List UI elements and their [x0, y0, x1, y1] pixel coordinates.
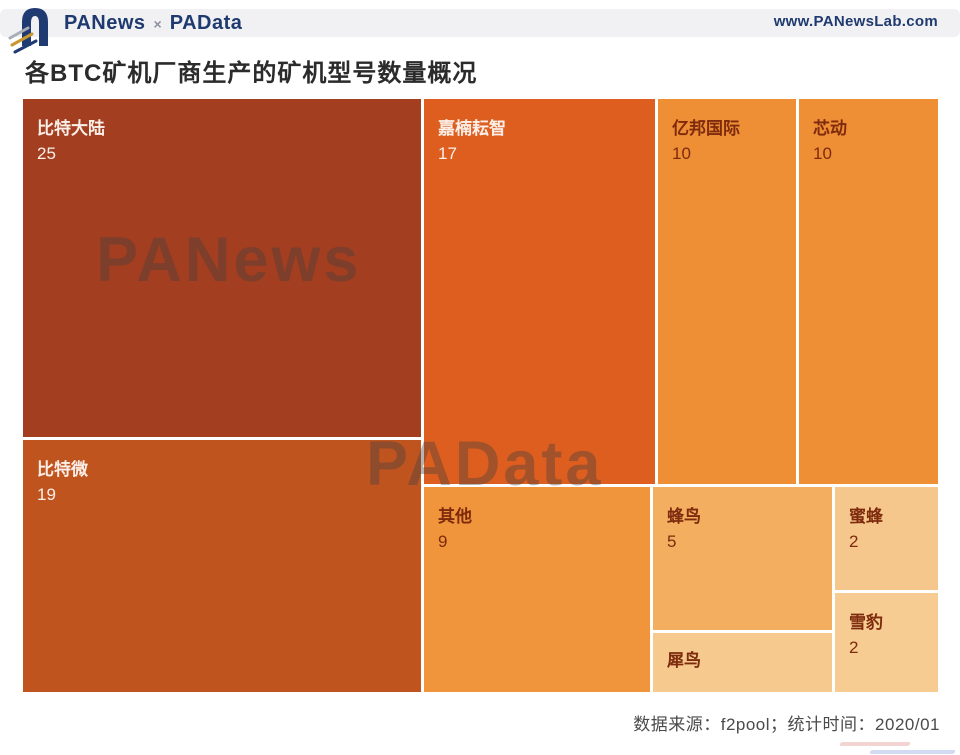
- cell-value: 17: [438, 143, 457, 163]
- cell-label: 芯动: [813, 119, 847, 138]
- brand-padata: PAData: [169, 12, 243, 34]
- cell-value: 2: [849, 637, 859, 657]
- header-band: [0, 9, 960, 37]
- cell-value: 5: [667, 531, 677, 551]
- brand-separator: ×: [153, 16, 162, 32]
- cell-label: 嘉楠耘智: [438, 119, 506, 138]
- data-source-note: 数据来源：f2pool；统计时间：2020/01: [633, 715, 940, 734]
- treemap-cell-bitmain: 比特大陆 25: [23, 99, 421, 437]
- treemap-cell-mifeng: 蜜蜂 2: [835, 487, 938, 590]
- cell-label: 蜂鸟: [667, 507, 701, 526]
- panews-logo-icon: [6, 0, 64, 54]
- cell-label: 亿邦国际: [672, 119, 740, 138]
- cell-value: 10: [813, 143, 832, 163]
- brand-panews: PANews: [64, 12, 146, 34]
- treemap-cell-fengniao: 蜂鸟 5: [653, 487, 832, 630]
- cell-value: 25: [37, 143, 56, 163]
- cell-value: 9: [438, 531, 448, 551]
- brand-lockup: PANews × PAData: [64, 12, 242, 35]
- cell-label: 雪豹: [849, 613, 883, 632]
- treemap-cell-canaan: 嘉楠耘智 17: [424, 99, 655, 484]
- treemap-cell-innosilicon: 芯动 10: [799, 99, 938, 484]
- cell-label: 蜜蜂: [849, 507, 883, 526]
- cell-label: 比特大陆: [37, 119, 105, 138]
- cell-value: 19: [37, 484, 56, 504]
- treemap-cell-ebang: 亿邦国际 10: [658, 99, 796, 484]
- cell-value: 10: [672, 143, 691, 163]
- cell-label: 犀鸟: [667, 651, 701, 670]
- treemap-cell-xiniao: 犀鸟: [653, 633, 832, 692]
- cell-label: 比特微: [37, 460, 88, 479]
- treemap-cell-others: 其他 9: [424, 487, 650, 692]
- cell-value: 2: [849, 531, 859, 551]
- cell-label: 其他: [438, 507, 472, 526]
- website-url: www.PANewsLab.com: [773, 13, 938, 30]
- treemap-cell-microbt: 比特微 19: [23, 440, 421, 692]
- treemap-cell-xuebao: 雪豹 2: [835, 593, 938, 692]
- chart-title: 各BTC矿机厂商生产的矿机型号数量概况: [25, 60, 478, 87]
